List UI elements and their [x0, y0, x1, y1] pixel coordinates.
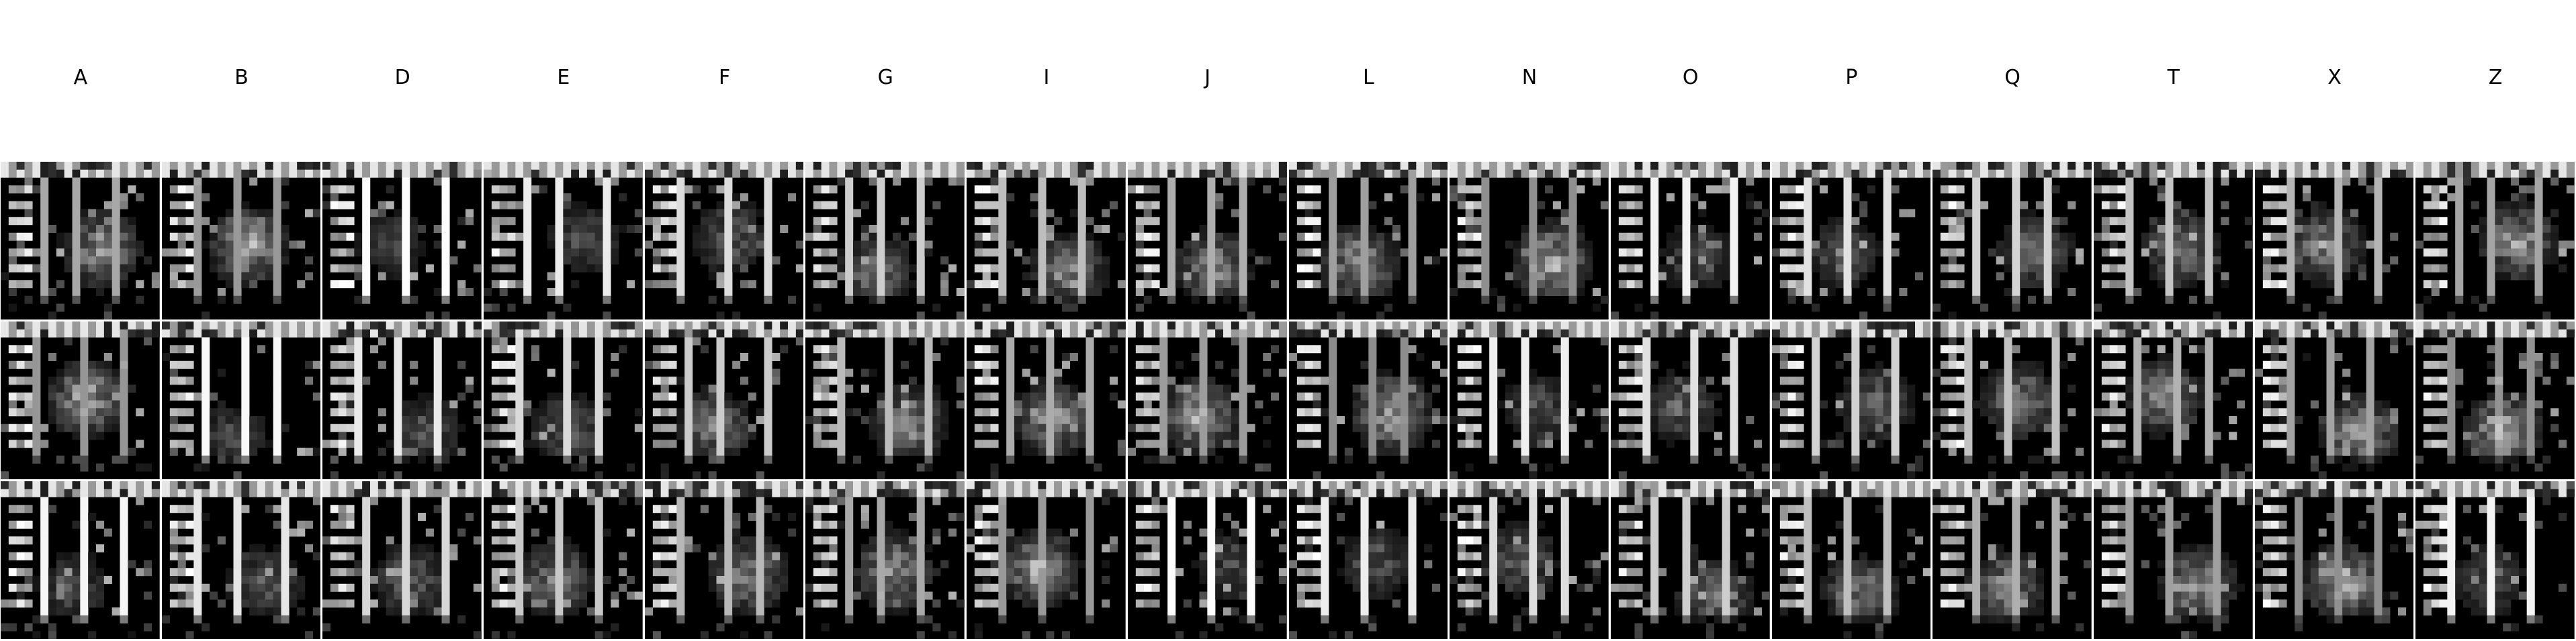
- sample-tile-l-row1: [1288, 162, 1448, 319]
- sample-tile-o-row2: [1610, 322, 1770, 479]
- sample-tile-d-row3: [322, 481, 482, 639]
- sample-tile-g-row3: [805, 481, 965, 639]
- sample-tile-e-row2: [484, 322, 643, 479]
- column-label-e: E: [557, 66, 570, 89]
- image-grid: [0, 161, 2576, 641]
- sample-tile-a-row2: [1, 322, 160, 479]
- sample-tile-l-row2: [1288, 322, 1448, 479]
- sample-tile-n-row2: [1450, 322, 1609, 479]
- sample-tile-a-row1: [1, 162, 160, 319]
- sample-tile-l-row3: [1288, 481, 1448, 639]
- sample-tile-q-row1: [1933, 162, 2092, 319]
- sample-tile-i-row2: [967, 322, 1126, 479]
- sample-tile-j-row3: [1127, 481, 1287, 639]
- sample-tile-o-row1: [1610, 162, 1770, 319]
- column-label-d: D: [394, 66, 410, 89]
- column-label-t: T: [2167, 66, 2180, 89]
- sample-tile-b-row1: [161, 162, 321, 319]
- sample-tile-f-row3: [644, 481, 804, 639]
- sample-tile-t-row2: [2093, 322, 2253, 479]
- column-label-g: G: [877, 66, 893, 89]
- sample-tile-q-row3: [1933, 481, 2092, 639]
- sample-tile-t-row3: [2093, 481, 2253, 639]
- column-label-j: J: [1204, 66, 1211, 89]
- sample-tile-g-row1: [805, 162, 965, 319]
- sample-tile-p-row3: [1771, 481, 1931, 639]
- sample-tile-x-row1: [2254, 162, 2414, 319]
- sample-tile-z-row1: [2415, 162, 2575, 319]
- sample-tile-p-row1: [1771, 162, 1931, 319]
- column-label-o: O: [1682, 66, 1699, 89]
- sample-tile-e-row1: [484, 162, 643, 319]
- sample-tile-f-row1: [644, 162, 804, 319]
- column-label-f: F: [718, 66, 731, 89]
- column-label-n: N: [1521, 66, 1538, 89]
- column-label-a: A: [73, 66, 88, 89]
- sample-tile-i-row1: [967, 162, 1126, 319]
- column-label-i: I: [1043, 66, 1050, 89]
- sample-tile-o-row3: [1610, 481, 1770, 639]
- sample-tile-q-row2: [1933, 322, 2092, 479]
- sample-tile-a-row3: [1, 481, 160, 639]
- column-label-l: L: [1362, 66, 1374, 89]
- sample-tile-g-row2: [805, 322, 965, 479]
- sample-tile-d-row1: [322, 162, 482, 319]
- sample-tile-e-row3: [484, 481, 643, 639]
- sample-tile-n-row1: [1450, 162, 1609, 319]
- column-label-p: P: [1845, 66, 1858, 89]
- sample-tile-p-row2: [1771, 322, 1931, 479]
- sample-tile-i-row3: [967, 481, 1126, 639]
- sample-tile-b-row2: [161, 322, 321, 479]
- column-label-x: X: [2327, 66, 2342, 89]
- sample-tile-z-row3: [2415, 481, 2575, 639]
- sample-tile-t-row1: [2093, 162, 2253, 319]
- column-label-b: B: [234, 66, 249, 89]
- sample-tile-j-row1: [1127, 162, 1287, 319]
- sample-tile-x-row3: [2254, 481, 2414, 639]
- sample-tile-n-row3: [1450, 481, 1609, 639]
- sample-tile-z-row2: [2415, 322, 2575, 479]
- column-label-z: Z: [2488, 66, 2503, 89]
- sample-tile-d-row2: [322, 322, 482, 479]
- sample-tile-b-row3: [161, 481, 321, 639]
- column-label-q: Q: [2004, 66, 2020, 89]
- sample-tile-j-row2: [1127, 322, 1287, 479]
- sample-tile-f-row2: [644, 322, 804, 479]
- sample-tile-x-row2: [2254, 322, 2414, 479]
